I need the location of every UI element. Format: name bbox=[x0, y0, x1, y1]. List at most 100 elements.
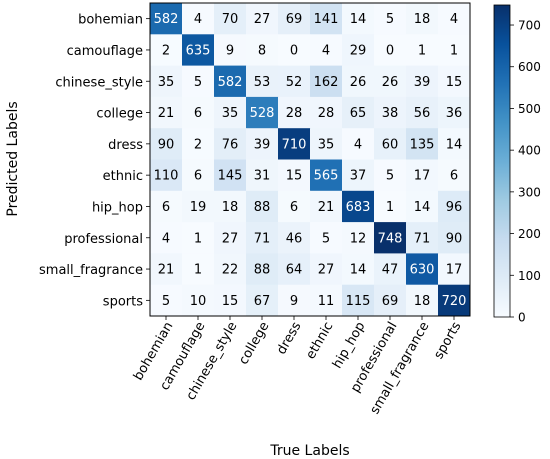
heatmap-cell bbox=[342, 3, 375, 35]
y-tick-label: professional bbox=[64, 232, 143, 247]
heatmap-cell bbox=[182, 253, 215, 286]
cell-value-label: 35 bbox=[318, 137, 335, 152]
colorbar-tick-label: 300 bbox=[518, 185, 541, 199]
cell-value-label: 6 bbox=[194, 106, 202, 121]
heatmap-cell bbox=[342, 96, 375, 129]
heatmap-cell bbox=[438, 96, 471, 129]
cell-value-label: 27 bbox=[222, 231, 239, 246]
heatmap-cell bbox=[182, 284, 215, 317]
cell-value-label: 0 bbox=[386, 43, 394, 58]
cell-value-label: 52 bbox=[286, 75, 303, 90]
heatmap-cell bbox=[438, 65, 471, 98]
cell-value-label: 630 bbox=[410, 263, 435, 278]
cell-value-label: 5 bbox=[386, 169, 394, 184]
heatmap-cell bbox=[406, 96, 439, 129]
heatmap-cell bbox=[150, 159, 183, 192]
y-tick-label: ethnic bbox=[103, 169, 143, 184]
heatmap-cell bbox=[342, 65, 375, 98]
cell-value-label: 71 bbox=[254, 231, 271, 246]
heatmap-cell bbox=[214, 128, 247, 160]
cell-value-label: 76 bbox=[222, 137, 239, 152]
colorbar-tick-label: 0 bbox=[518, 311, 526, 325]
cell-value-label: 2 bbox=[194, 137, 202, 152]
cell-value-label: 18 bbox=[414, 12, 431, 27]
colorbar-tick-label: 400 bbox=[518, 144, 541, 158]
cell-value-label: 582 bbox=[154, 12, 179, 27]
cell-value-label: 56 bbox=[414, 106, 431, 121]
y-tick-label: college bbox=[96, 107, 143, 122]
cell-value-label: 528 bbox=[250, 106, 275, 121]
heatmap-cell bbox=[150, 222, 183, 254]
heatmap-cell bbox=[438, 34, 471, 66]
heatmap-cell-values: 582 4 70 27 69 141 14 5 18 42 635 9 8 0 4 29 0 1 135 5 582 53… bbox=[154, 12, 467, 309]
cell-value-label: 18 bbox=[222, 200, 239, 215]
heatmap-cell bbox=[182, 96, 215, 129]
cell-value-label: 21 bbox=[158, 263, 175, 278]
cell-value-label: 65 bbox=[350, 106, 367, 121]
heatmap-cell bbox=[214, 284, 247, 317]
cell-value-label: 9 bbox=[226, 43, 234, 58]
cell-value-label: 53 bbox=[254, 75, 271, 90]
heatmap-cell bbox=[342, 128, 375, 160]
cell-value-label: 1 bbox=[386, 200, 394, 215]
heatmap-cell bbox=[278, 190, 311, 223]
cell-value-label: 582 bbox=[218, 75, 243, 90]
cell-value-label: 35 bbox=[222, 106, 239, 121]
heatmap-cell bbox=[342, 253, 375, 286]
cell-value-label: 6 bbox=[162, 200, 170, 215]
heatmap-cell bbox=[310, 3, 343, 35]
cell-value-label: 31 bbox=[254, 169, 271, 184]
cell-value-label: 4 bbox=[354, 137, 362, 152]
heatmap-cell bbox=[406, 34, 439, 66]
heatmap-cell bbox=[406, 253, 439, 286]
cell-value-label: 15 bbox=[222, 294, 239, 309]
cell-value-label: 64 bbox=[286, 263, 303, 278]
cell-value-label: 135 bbox=[410, 137, 435, 152]
heatmap-cell bbox=[406, 3, 439, 35]
cell-value-label: 5 bbox=[386, 12, 394, 27]
heatmap-cell bbox=[310, 222, 343, 254]
heatmap-cell bbox=[342, 190, 375, 223]
heatmap-cell bbox=[214, 96, 247, 129]
cell-value-label: 2 bbox=[162, 43, 170, 58]
heatmap-cell bbox=[278, 65, 311, 98]
cell-value-label: 29 bbox=[350, 43, 367, 58]
heatmap-cell bbox=[438, 253, 471, 286]
y-tick-label: sports bbox=[103, 294, 143, 309]
heatmap-cell bbox=[438, 128, 471, 160]
heatmap-cell bbox=[150, 96, 183, 129]
heatmap-cells bbox=[150, 3, 471, 317]
heatmap-cell bbox=[246, 253, 279, 286]
cell-value-label: 17 bbox=[446, 263, 463, 278]
cell-value-label: 14 bbox=[350, 12, 367, 27]
y-tick-label: camouflage bbox=[67, 44, 143, 59]
heatmap-cell bbox=[374, 222, 407, 254]
cell-value-label: 90 bbox=[446, 231, 463, 246]
cell-value-label: 115 bbox=[346, 294, 371, 309]
x-tick-label: dress bbox=[274, 319, 305, 357]
heatmap-cell bbox=[406, 222, 439, 254]
cell-value-label: 141 bbox=[314, 12, 339, 27]
cell-value-label: 96 bbox=[446, 200, 463, 215]
cell-value-label: 22 bbox=[222, 263, 239, 278]
cell-value-label: 5 bbox=[322, 231, 330, 246]
cell-value-label: 14 bbox=[414, 200, 431, 215]
colorbar-ticks: 0 100 200 300 400 500 600 700 bbox=[510, 19, 541, 325]
heatmap-cell bbox=[310, 128, 343, 160]
cell-value-label: 19 bbox=[190, 200, 207, 215]
heatmap-cell bbox=[214, 190, 247, 223]
cell-value-label: 38 bbox=[382, 106, 399, 121]
heatmap-cell bbox=[214, 253, 247, 286]
cell-value-label: 4 bbox=[322, 43, 330, 58]
heatmap-cell bbox=[278, 253, 311, 286]
heatmap-cell bbox=[150, 65, 183, 98]
cell-value-label: 39 bbox=[414, 75, 431, 90]
heatmap-cell bbox=[310, 253, 343, 286]
colorbar-tick-label: 600 bbox=[518, 60, 541, 74]
cell-value-label: 8 bbox=[258, 43, 266, 58]
cell-value-label: 39 bbox=[254, 137, 271, 152]
cell-value-label: 6 bbox=[194, 169, 202, 184]
cell-value-label: 1 bbox=[194, 263, 202, 278]
heatmap-cell bbox=[310, 159, 343, 192]
